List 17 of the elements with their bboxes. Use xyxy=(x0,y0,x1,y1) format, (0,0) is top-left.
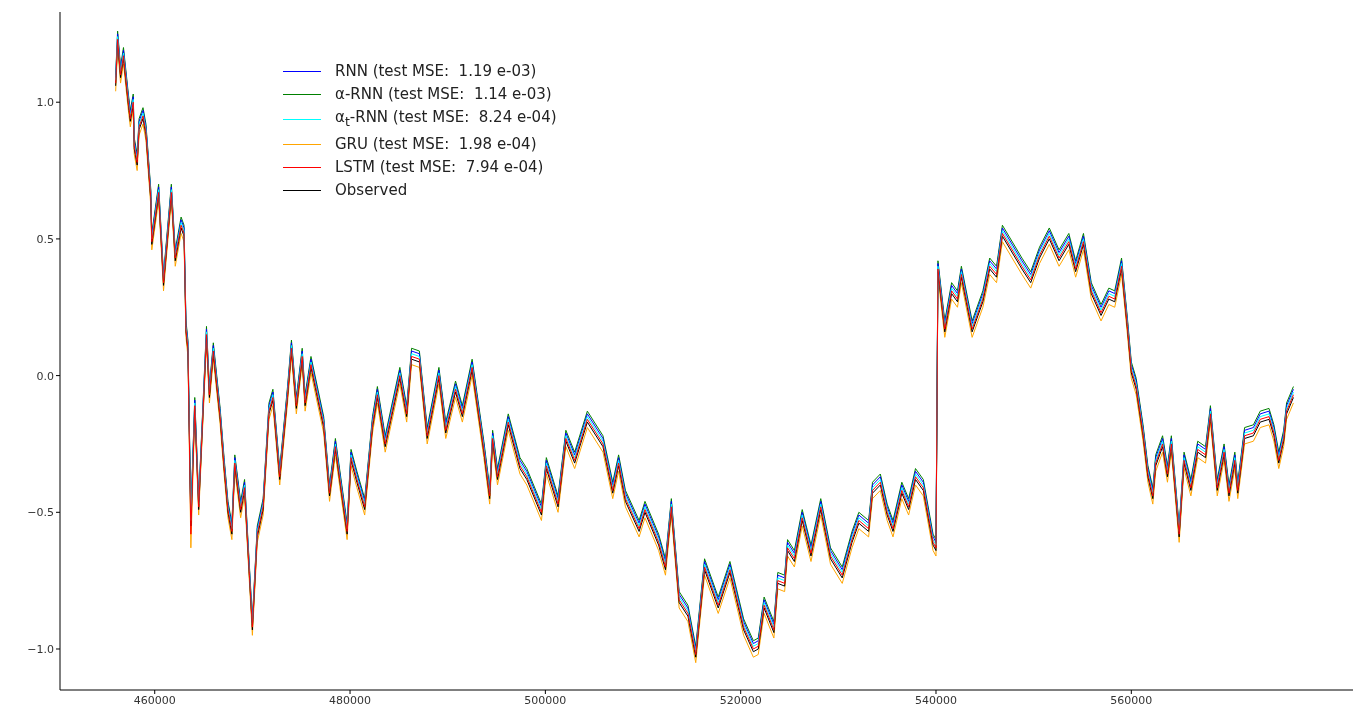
y-tick-label: 0.0 xyxy=(36,369,54,383)
x-tick-label: 560000 xyxy=(1110,693,1153,707)
y-tick-label: −0.5 xyxy=(27,506,54,520)
x-tick-label: 480000 xyxy=(329,693,372,707)
x-tick-label: 540000 xyxy=(915,693,957,707)
x-tick-label: 500000 xyxy=(524,693,567,707)
x-tick-label: 460000 xyxy=(133,693,176,707)
y-tick-label: 1.0 xyxy=(36,96,54,110)
legend-label: α$_{t}$-RNN (test MSE: 8.24 e-04) xyxy=(335,107,557,131)
legend-label: LSTM (test MSE: 7.94 e-04) xyxy=(335,157,544,178)
legend-label: α-RNN (test MSE: 1.14 e-03) xyxy=(335,84,552,105)
legend-label: RNN (test MSE: 1.19 e-03) xyxy=(335,61,537,82)
legend-label: Observed xyxy=(335,180,408,201)
legend-label: GRU (test MSE: 1.98 e-04) xyxy=(335,134,537,155)
x-tick-label: 520000 xyxy=(719,693,762,707)
y-tick-label: 0.5 xyxy=(36,232,54,246)
y-tick-label: −1.0 xyxy=(27,642,54,656)
